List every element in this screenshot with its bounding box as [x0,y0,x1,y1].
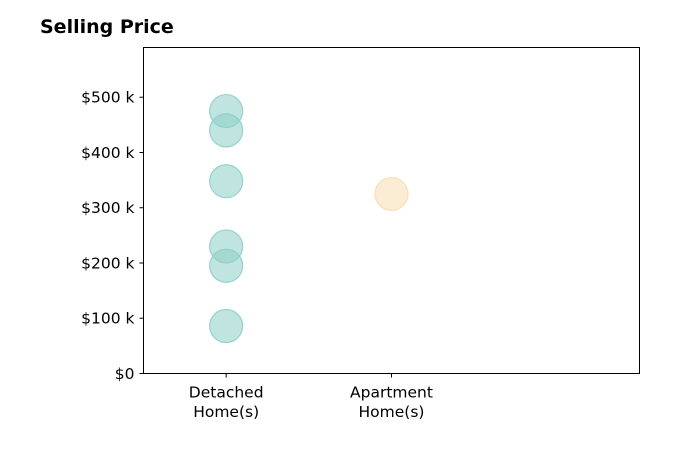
y-tick-label: $100 k [81,310,134,328]
y-tick-label: $400 k [81,144,134,162]
data-point [209,113,244,148]
data-point [209,164,244,199]
y-tick-label: $300 k [81,199,134,217]
data-point [209,248,244,283]
y-tick-label: $200 k [81,254,134,272]
y-tick-label: $500 k [81,89,134,107]
x-tick-label: Detached Home(s) [189,384,264,422]
y-tick-label: $0 [115,365,135,383]
data-point [209,308,244,344]
chart-title: Selling Price [40,16,174,38]
x-tick-label: Apartment Home(s) [350,384,433,422]
data-point [374,176,409,212]
